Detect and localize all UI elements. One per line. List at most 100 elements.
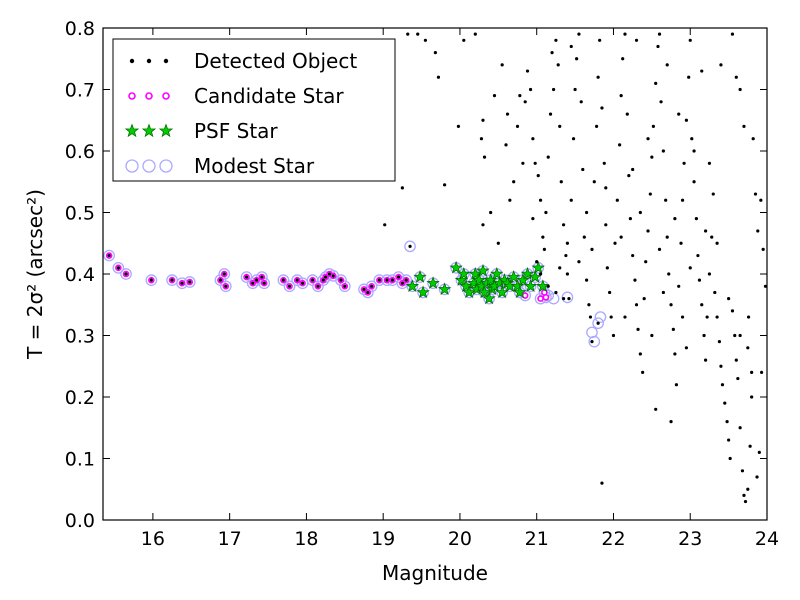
y-tick-label: 0.2 (65, 387, 95, 409)
detected-object-point (550, 51, 554, 55)
detected-object-point (436, 75, 441, 79)
legend-marker-detected-object (163, 58, 169, 64)
detected-object-point (687, 75, 691, 79)
modest-star-point (561, 291, 574, 304)
detected-object-point (564, 253, 568, 258)
detected-object-point (733, 333, 737, 338)
x-axis-label: Magnitude (382, 561, 488, 585)
candidate-star-point (542, 294, 550, 301)
detected-object-point (531, 217, 535, 221)
detected-object-point (755, 475, 759, 479)
detected-object-point (558, 266, 562, 270)
detected-object-point (324, 275, 328, 279)
x-tick-label: 20 (448, 528, 472, 550)
detected-object-point (669, 420, 673, 424)
modest-star-point (588, 335, 601, 348)
detected-object-point (659, 100, 663, 104)
detected-object-point (748, 444, 752, 448)
detected-object-point (715, 241, 719, 245)
detected-object-point (408, 244, 412, 248)
detected-object-point (692, 149, 696, 153)
detected-object-point (674, 383, 679, 387)
detected-object-point (523, 100, 527, 104)
modest-star-point (112, 261, 125, 274)
psf-star-point (490, 266, 504, 280)
detected-object-point (596, 321, 600, 325)
detected-object-point (577, 260, 581, 264)
legend-marker-modest-star (125, 159, 139, 173)
detected-object-point (400, 186, 404, 190)
detected-object-point (500, 63, 504, 67)
x-tick-label: 23 (678, 528, 702, 550)
detected-object-point (116, 266, 120, 270)
detected-object-point (481, 118, 485, 122)
detected-object-point (569, 44, 573, 49)
detected-object-point (650, 155, 654, 159)
detected-object-point (627, 174, 631, 178)
detected-object-point (551, 87, 556, 92)
detected-object-point (654, 81, 658, 85)
detected-object-point (756, 229, 760, 233)
detected-object-point (751, 137, 755, 141)
legend-marker-psf-star (141, 123, 157, 138)
detected-object-point (644, 260, 648, 264)
detected-object-point (711, 192, 715, 196)
y-tick-label: 0.3 (65, 326, 95, 348)
detected-object-point (634, 303, 639, 307)
detected-object-point (542, 247, 546, 251)
detected-object-point (567, 297, 571, 301)
detected-object-point (750, 370, 754, 374)
detected-object-point (743, 499, 748, 504)
y-tick-label: 0.4 (65, 264, 95, 286)
legend-label-candidate-star: Candidate Star (194, 84, 344, 108)
detected-object-point (462, 38, 466, 42)
detected-object-point (295, 278, 299, 282)
detected-object-point (416, 32, 420, 36)
detected-object-point (481, 223, 485, 227)
detected-object-point (651, 124, 655, 128)
modest-star-point (120, 268, 132, 280)
detected-object-point (619, 235, 623, 239)
detected-object-point (638, 352, 642, 356)
detected-object-point (482, 155, 487, 159)
psf-star-point (437, 282, 452, 296)
y-tick-label: 0.6 (65, 141, 95, 163)
detected-object-point (331, 274, 335, 278)
detected-object-point (694, 217, 698, 221)
detected-object-point (661, 149, 665, 153)
detected-object-point (692, 180, 696, 184)
detected-object-point (588, 315, 593, 319)
detected-object-point (385, 278, 389, 282)
detected-object-point (343, 284, 347, 288)
detected-object-point (628, 217, 632, 221)
detected-object-point (604, 223, 608, 227)
psf-star-point (536, 279, 550, 292)
detected-object-point (690, 137, 694, 141)
detected-object-point (592, 180, 596, 184)
detected-object-point (546, 284, 550, 288)
modest-star-point (592, 317, 604, 330)
detected-object-point (738, 426, 742, 430)
detected-object-point (702, 333, 706, 338)
detected-object-point (370, 284, 374, 288)
detected-object-point (188, 280, 192, 284)
detected-object-point (300, 281, 305, 285)
detected-object-point (631, 167, 635, 172)
detected-object-point (600, 481, 604, 485)
detected-object-point (521, 161, 525, 165)
detected-object-point (664, 198, 668, 202)
legend-marker-psf-star (158, 123, 174, 138)
detected-object-point (761, 247, 765, 251)
detected-object-point (473, 32, 477, 36)
x-tick-label: 21 (525, 528, 549, 550)
detected-object-point (657, 247, 662, 251)
detected-object-point (541, 235, 545, 239)
detected-object-point (700, 69, 704, 73)
detected-object-point (723, 401, 727, 405)
detected-object-point (646, 137, 650, 141)
psf-star-point (483, 273, 498, 286)
detected-object-point (719, 63, 723, 67)
detected-object-point (316, 284, 320, 288)
psf-star-point (476, 263, 490, 277)
